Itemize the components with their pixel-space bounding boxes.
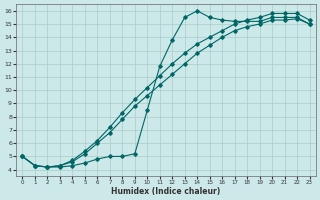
X-axis label: Humidex (Indice chaleur): Humidex (Indice chaleur) [111, 187, 221, 196]
